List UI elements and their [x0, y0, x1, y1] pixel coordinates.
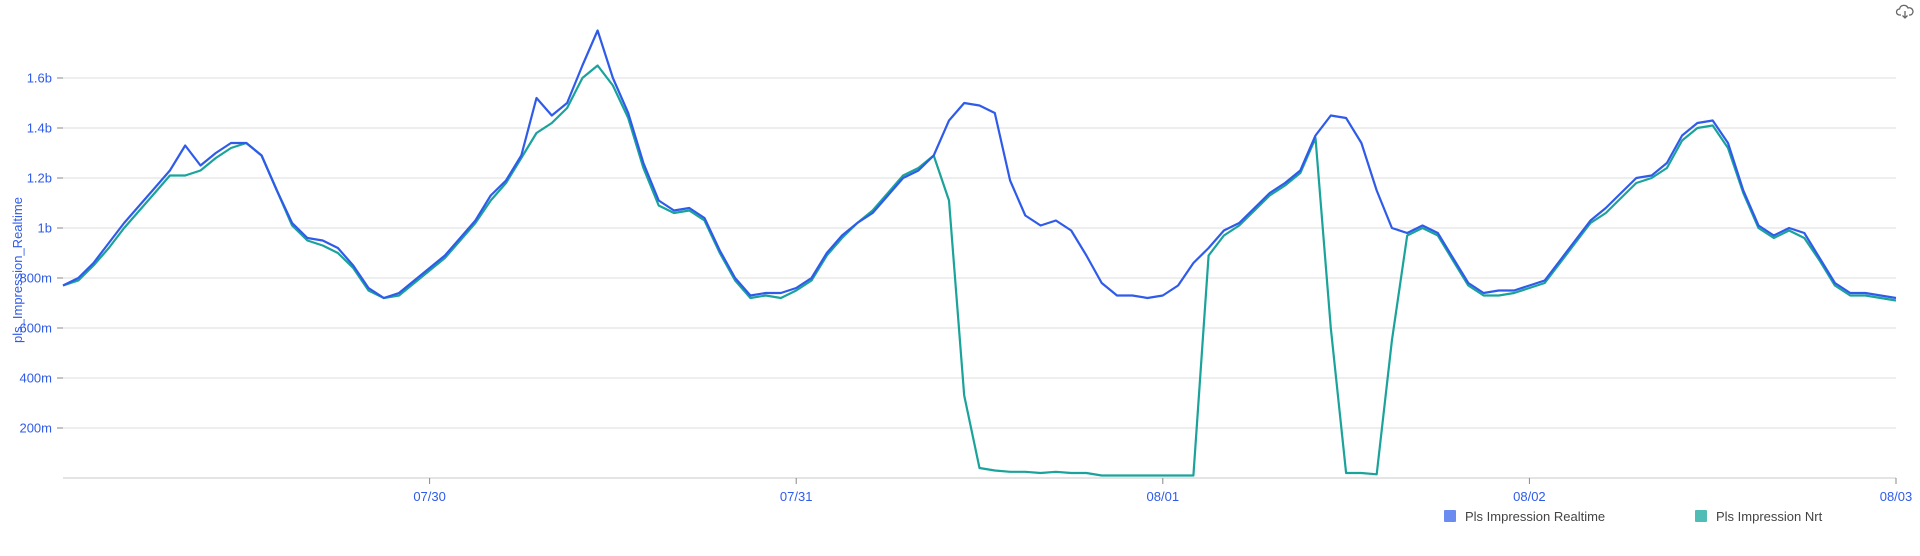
x-axis: 07/30 07/31 08/01 08/02 08/03	[63, 477, 1913, 504]
legend-label: Pls Impression Realtime	[1465, 509, 1605, 524]
y-tick-label: 1b	[38, 221, 52, 236]
x-tick-label: 08/02	[1513, 489, 1546, 504]
legend[interactable]: Pls Impression Realtime Pls Impression Nr…	[1444, 509, 1823, 524]
y-axis-title: pls_Impression_Realtime	[10, 197, 25, 343]
x-tick-label: 07/31	[780, 489, 813, 504]
y-tick-label: 800m	[19, 271, 52, 286]
y-tick-label: 1.6b	[27, 71, 52, 86]
legend-swatch	[1444, 510, 1456, 522]
x-tick-label: 08/01	[1147, 489, 1180, 504]
series-line-nrt[interactable]	[62, 64, 1897, 477]
x-tick-label: 07/30	[413, 489, 446, 504]
y-tick-label: 400m	[19, 371, 52, 386]
y-axis: 200m 400m 600m 800m 1b 1.2b 1.4b 1.6b	[19, 71, 63, 436]
grid-lines	[63, 77, 1896, 429]
y-tick-label: 1.4b	[27, 121, 52, 136]
x-tick-label: 08/03	[1880, 489, 1913, 504]
cloud-download-icon[interactable]	[1895, 4, 1914, 19]
legend-item[interactable]: Pls Impression Realtime	[1444, 509, 1605, 524]
series-lines	[62, 29, 1897, 477]
y-tick-label: 200m	[19, 421, 52, 436]
legend-item[interactable]: Pls Impression Nrt	[1695, 509, 1823, 524]
legend-swatch	[1695, 510, 1707, 522]
y-tick-label: 1.2b	[27, 171, 52, 186]
y-tick-label: 600m	[19, 321, 52, 336]
legend-label: Pls Impression Nrt	[1716, 509, 1823, 524]
series-line-realtime[interactable]	[62, 29, 1897, 300]
